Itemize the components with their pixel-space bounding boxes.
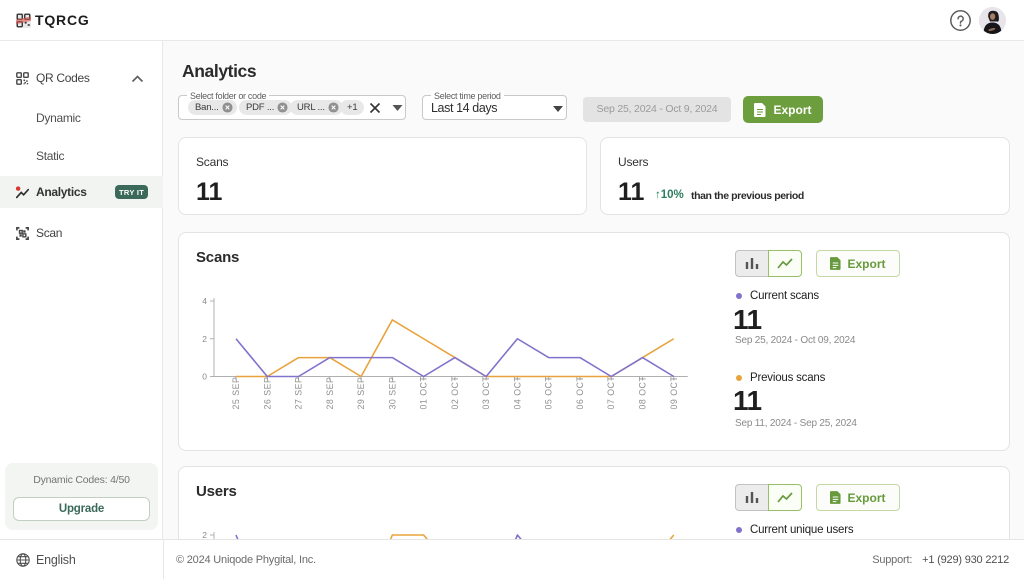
svg-text:27 SEP: 27 SEP (294, 377, 304, 410)
svg-text:2: 2 (202, 334, 207, 344)
svg-text:2: 2 (202, 530, 207, 539)
svg-text:08 OCT: 08 OCT (638, 376, 648, 410)
svg-text:05 OCT: 05 OCT (544, 376, 554, 410)
svg-text:28 SEP: 28 SEP (325, 377, 335, 410)
svg-text:0: 0 (202, 372, 207, 382)
svg-text:29 SEP: 29 SEP (356, 377, 366, 410)
svg-text:07 OCT: 07 OCT (606, 376, 616, 410)
svg-text:30 SEP: 30 SEP (387, 377, 397, 410)
svg-text:04 OCT: 04 OCT (512, 376, 522, 410)
svg-text:03 OCT: 03 OCT (481, 376, 491, 410)
svg-text:06 OCT: 06 OCT (575, 376, 585, 410)
svg-text:01 OCT: 01 OCT (419, 376, 429, 410)
svg-text:09 OCT: 09 OCT (669, 376, 679, 410)
svg-text:25 SEP: 25 SEP (231, 377, 241, 410)
svg-text:4: 4 (202, 296, 207, 306)
svg-text:26 SEP: 26 SEP (262, 377, 272, 410)
svg-text:02 OCT: 02 OCT (450, 376, 460, 410)
